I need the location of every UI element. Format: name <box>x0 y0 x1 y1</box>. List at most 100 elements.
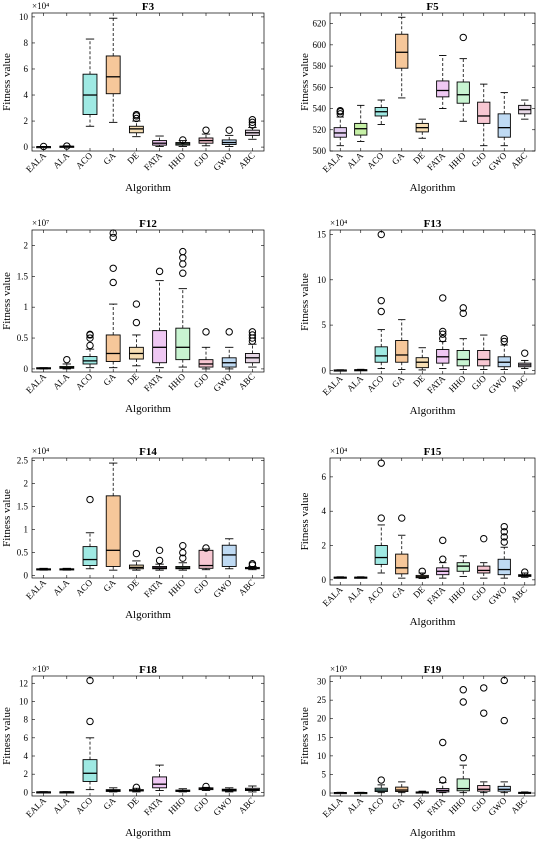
box-eala <box>36 567 52 571</box>
box-ala <box>354 104 368 142</box>
x-tick-label: ALA <box>345 373 366 394</box>
x-tick-label: HHO <box>447 150 468 171</box>
box-aco <box>82 330 98 369</box>
x-tick-label: GA <box>101 150 118 167</box>
y-exponent-label: ×10⁴ <box>32 446 49 456</box>
x-tick-label: ACO <box>365 150 386 171</box>
x-tick-label: EALA <box>24 795 48 819</box>
y-exponent-label: ×10⁵ <box>330 664 347 674</box>
subplot-title: F13 <box>424 218 442 230</box>
outlier-point <box>336 110 344 118</box>
outlier-point <box>248 331 257 339</box>
y-tick-label: 2 <box>24 240 29 250</box>
box-de <box>415 118 429 139</box>
box-hho <box>175 541 191 571</box>
outlier-point <box>377 296 385 305</box>
outlier-point <box>248 328 257 336</box>
y-tick-label: 5 <box>322 769 327 779</box>
box-ala <box>354 368 368 372</box>
y-axis-label: Fitness value <box>299 707 311 765</box>
x-tick-label: DE <box>411 795 427 811</box>
y-tick-label: 4 <box>24 751 29 761</box>
box-gwo <box>221 538 237 570</box>
outlier-point <box>439 334 447 343</box>
x-tick-label: FATA <box>142 795 164 817</box>
box-de <box>128 783 144 793</box>
box-ala <box>59 791 75 794</box>
box-aco <box>374 776 388 794</box>
box-gjo <box>477 684 491 794</box>
y-tick-label: 600 <box>313 40 327 50</box>
outlier-point <box>480 684 488 692</box>
y-axis-label: Fitness value <box>1 272 13 330</box>
outlier-point <box>439 776 447 784</box>
x-tick-label: EALA <box>24 371 48 395</box>
x-tick-label: GWO <box>486 373 509 396</box>
x-tick-label: ACO <box>74 795 95 816</box>
y-tick-label: 0.5 <box>17 333 29 343</box>
box-de <box>415 347 429 371</box>
y-tick-label: 6 <box>24 64 29 74</box>
x-tick-label: HHO <box>447 373 468 394</box>
outlier-point <box>109 229 117 237</box>
x-tick-label: DE <box>411 584 427 600</box>
x-tick-label: GJO <box>469 150 488 169</box>
box-fata <box>152 546 168 571</box>
y-tick-label: 1.5 <box>17 501 29 511</box>
outlier-point <box>500 337 508 346</box>
x-tick-label: GA <box>390 373 407 390</box>
x-tick-label: ABC <box>237 150 257 170</box>
outlier-point <box>439 555 447 563</box>
x-tick-label: FATA <box>142 150 164 172</box>
x-tick-label: FATA <box>142 577 164 599</box>
box-gwo <box>221 787 237 793</box>
y-tick-label: 2 <box>322 541 327 551</box>
x-tick-label: FATA <box>425 373 447 395</box>
box-gjo <box>198 782 214 791</box>
subplot-title: F15 <box>424 446 442 458</box>
y-tick-label: 0 <box>24 787 29 797</box>
box-eala <box>333 791 347 795</box>
box-body <box>105 55 121 95</box>
subplot-title: F14 <box>139 446 157 458</box>
outlier-point <box>377 514 385 522</box>
box-ga <box>105 462 121 571</box>
x-axis-label: Algorithm <box>410 405 456 417</box>
y-axis-label: Fitness value <box>1 53 13 111</box>
x-tick-label: ALA <box>51 795 72 816</box>
box-body <box>456 562 470 572</box>
box-body <box>395 786 409 792</box>
box-body <box>152 776 168 789</box>
box-eala <box>36 142 52 151</box>
x-tick-label: GWO <box>211 795 234 818</box>
box-ga <box>395 781 409 794</box>
outlier-point <box>86 676 94 685</box>
x-tick-label: ALA <box>345 150 366 171</box>
outlier-point <box>86 334 94 342</box>
box-de <box>128 549 144 571</box>
x-axis-label: Algorithm <box>125 182 171 194</box>
x-axis-label: Algorithm <box>125 403 171 415</box>
box-aco <box>374 99 388 125</box>
box-ga <box>105 229 121 369</box>
box-fata <box>152 135 168 147</box>
x-tick-label: ACO <box>365 795 386 816</box>
outlier-point <box>439 536 447 545</box>
outlier-point <box>179 136 187 144</box>
y-tick-label: 2 <box>24 478 29 488</box>
box-eala <box>333 576 347 579</box>
y-exponent-label: ×10⁴ <box>330 218 347 228</box>
outlier-point <box>500 538 508 546</box>
box-body <box>175 327 191 361</box>
outlier-point <box>377 459 385 467</box>
outlier-point <box>39 142 48 151</box>
outlier-point <box>132 114 141 123</box>
x-tick-label: HHO <box>447 584 468 605</box>
outlier-point <box>155 267 164 276</box>
outlier-point <box>500 522 508 531</box>
y-axis-label: Fitness value <box>1 489 13 547</box>
